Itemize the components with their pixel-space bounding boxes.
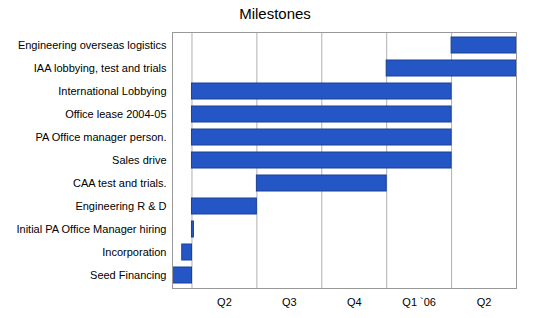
svg-text:Initial PA Office Manager hiri: Initial PA Office Manager hiring xyxy=(16,223,166,235)
svg-text:Q2: Q2 xyxy=(477,296,492,308)
svg-text:Incorporation: Incorporation xyxy=(102,246,166,258)
svg-text:International Lobbying: International Lobbying xyxy=(58,85,166,97)
svg-text:Q4: Q4 xyxy=(347,296,362,308)
svg-text:IAA lobbying, test and trials: IAA lobbying, test and trials xyxy=(34,62,167,74)
svg-text:Office lease 2004-05: Office lease 2004-05 xyxy=(65,108,166,120)
svg-text:Seed Financing: Seed Financing xyxy=(90,269,166,281)
svg-text:Engineering overseas logistics: Engineering overseas logistics xyxy=(18,39,167,51)
svg-text:Q1 `06: Q1 `06 xyxy=(402,296,436,308)
html-text:Milestones: Milestones xyxy=(239,5,311,22)
svg-text:PA Office manager person.: PA Office manager person. xyxy=(35,131,166,143)
svg-text:Sales drive: Sales drive xyxy=(112,154,166,166)
svg-text:Q3: Q3 xyxy=(282,296,297,308)
svg-text:Q2: Q2 xyxy=(217,296,232,308)
svg-text:CAA test and trials.: CAA test and trials. xyxy=(73,177,167,189)
svg-text:Engineering R & D: Engineering R & D xyxy=(75,200,166,212)
